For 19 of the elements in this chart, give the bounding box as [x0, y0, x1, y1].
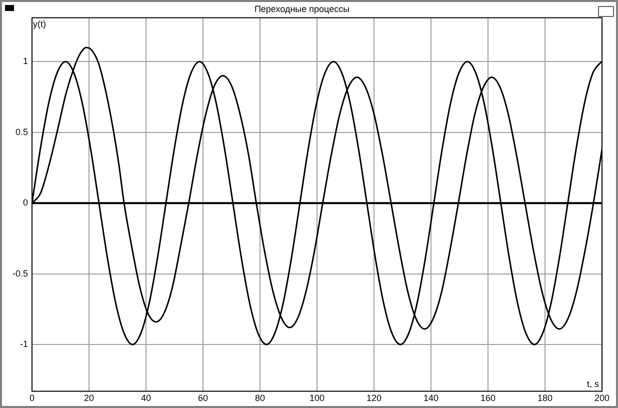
x-tick-label: 60 [198, 393, 208, 404]
y-axis-title: y(t) [33, 18, 46, 29]
y-tick-label: 1 [22, 56, 28, 66]
x-tick-label: 200 [594, 393, 610, 404]
x-tick-label: 100 [309, 393, 325, 404]
chart-title: Переходные процессы [254, 4, 350, 14]
y-tick-label: -1 [20, 339, 28, 350]
x-tick-label: 120 [366, 393, 382, 404]
x-tick-label: 160 [480, 393, 496, 404]
x-tick-label: 0 [29, 393, 35, 404]
y-tick-label: 0 [22, 198, 28, 208]
x-tick-label: 140 [423, 393, 439, 404]
y-tick-label: -0.5 [12, 268, 28, 278]
x-tick-label: 180 [537, 393, 553, 404]
y-tick-label: 0.5 [15, 126, 28, 137]
x-axis-title: t, s [586, 379, 600, 390]
x-tick-label: 80 [254, 393, 266, 404]
x-tick-label: 20 [84, 393, 94, 404]
x-tick-label: 40 [140, 393, 152, 404]
